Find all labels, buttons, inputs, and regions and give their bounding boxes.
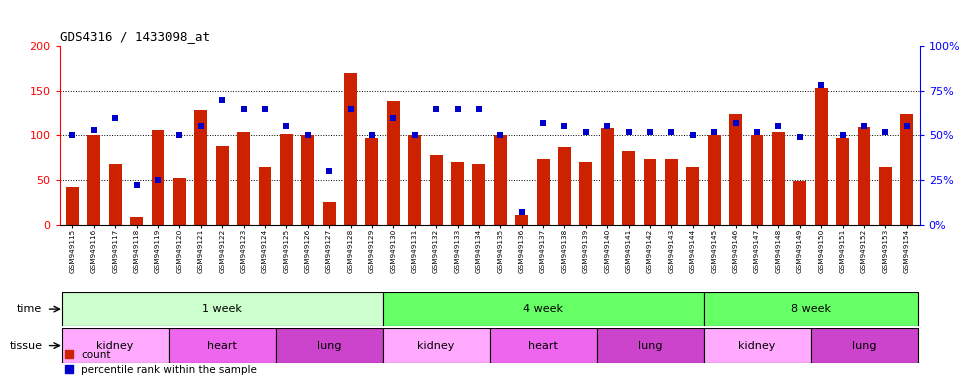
Bar: [900, 114, 913, 225]
Text: 8 week: 8 week: [790, 304, 830, 314]
Bar: [430, 155, 443, 225]
Bar: [772, 132, 785, 225]
Bar: [258, 167, 272, 225]
Bar: [383, 292, 704, 326]
Legend: count, percentile rank within the sample: count, percentile rank within the sample: [64, 350, 257, 375]
Bar: [152, 130, 164, 225]
Bar: [237, 132, 250, 225]
Bar: [493, 136, 507, 225]
Text: lung: lung: [317, 341, 342, 351]
Bar: [704, 292, 918, 326]
Bar: [216, 146, 228, 225]
Bar: [665, 159, 678, 225]
Bar: [580, 162, 592, 225]
Bar: [810, 328, 918, 363]
Bar: [383, 328, 490, 363]
Bar: [686, 167, 699, 225]
Bar: [596, 328, 704, 363]
Text: kidney: kidney: [418, 341, 455, 351]
Bar: [87, 136, 100, 225]
Bar: [879, 167, 892, 225]
Bar: [61, 328, 169, 363]
Bar: [108, 164, 122, 225]
Text: 1 week: 1 week: [203, 304, 242, 314]
Bar: [516, 215, 528, 225]
Bar: [857, 127, 871, 225]
Bar: [751, 136, 763, 225]
Bar: [131, 217, 143, 225]
Text: tissue: tissue: [10, 341, 42, 351]
Bar: [537, 159, 549, 225]
Bar: [730, 114, 742, 225]
Bar: [194, 110, 207, 225]
Bar: [558, 147, 571, 225]
Bar: [408, 136, 421, 225]
Text: kidney: kidney: [738, 341, 776, 351]
Bar: [490, 328, 596, 363]
Text: 4 week: 4 week: [523, 304, 564, 314]
Bar: [622, 151, 636, 225]
Text: kidney: kidney: [96, 341, 133, 351]
Bar: [387, 101, 399, 225]
Text: lung: lung: [852, 341, 876, 351]
Text: time: time: [17, 304, 42, 314]
Bar: [301, 136, 314, 225]
Bar: [793, 181, 806, 225]
Text: heart: heart: [207, 341, 237, 351]
Bar: [173, 178, 186, 225]
Bar: [815, 88, 828, 225]
Bar: [276, 328, 383, 363]
Text: GDS4316 / 1433098_at: GDS4316 / 1433098_at: [60, 30, 209, 43]
Bar: [323, 202, 336, 225]
Bar: [169, 328, 276, 363]
Text: lung: lung: [637, 341, 662, 351]
Bar: [836, 138, 849, 225]
Bar: [280, 134, 293, 225]
Bar: [704, 328, 810, 363]
Bar: [451, 162, 464, 225]
Bar: [601, 128, 613, 225]
Bar: [708, 136, 721, 225]
Bar: [472, 164, 486, 225]
Bar: [61, 292, 383, 326]
Bar: [66, 187, 79, 225]
Bar: [366, 138, 378, 225]
Text: heart: heart: [528, 341, 558, 351]
Bar: [643, 159, 657, 225]
Bar: [344, 73, 357, 225]
